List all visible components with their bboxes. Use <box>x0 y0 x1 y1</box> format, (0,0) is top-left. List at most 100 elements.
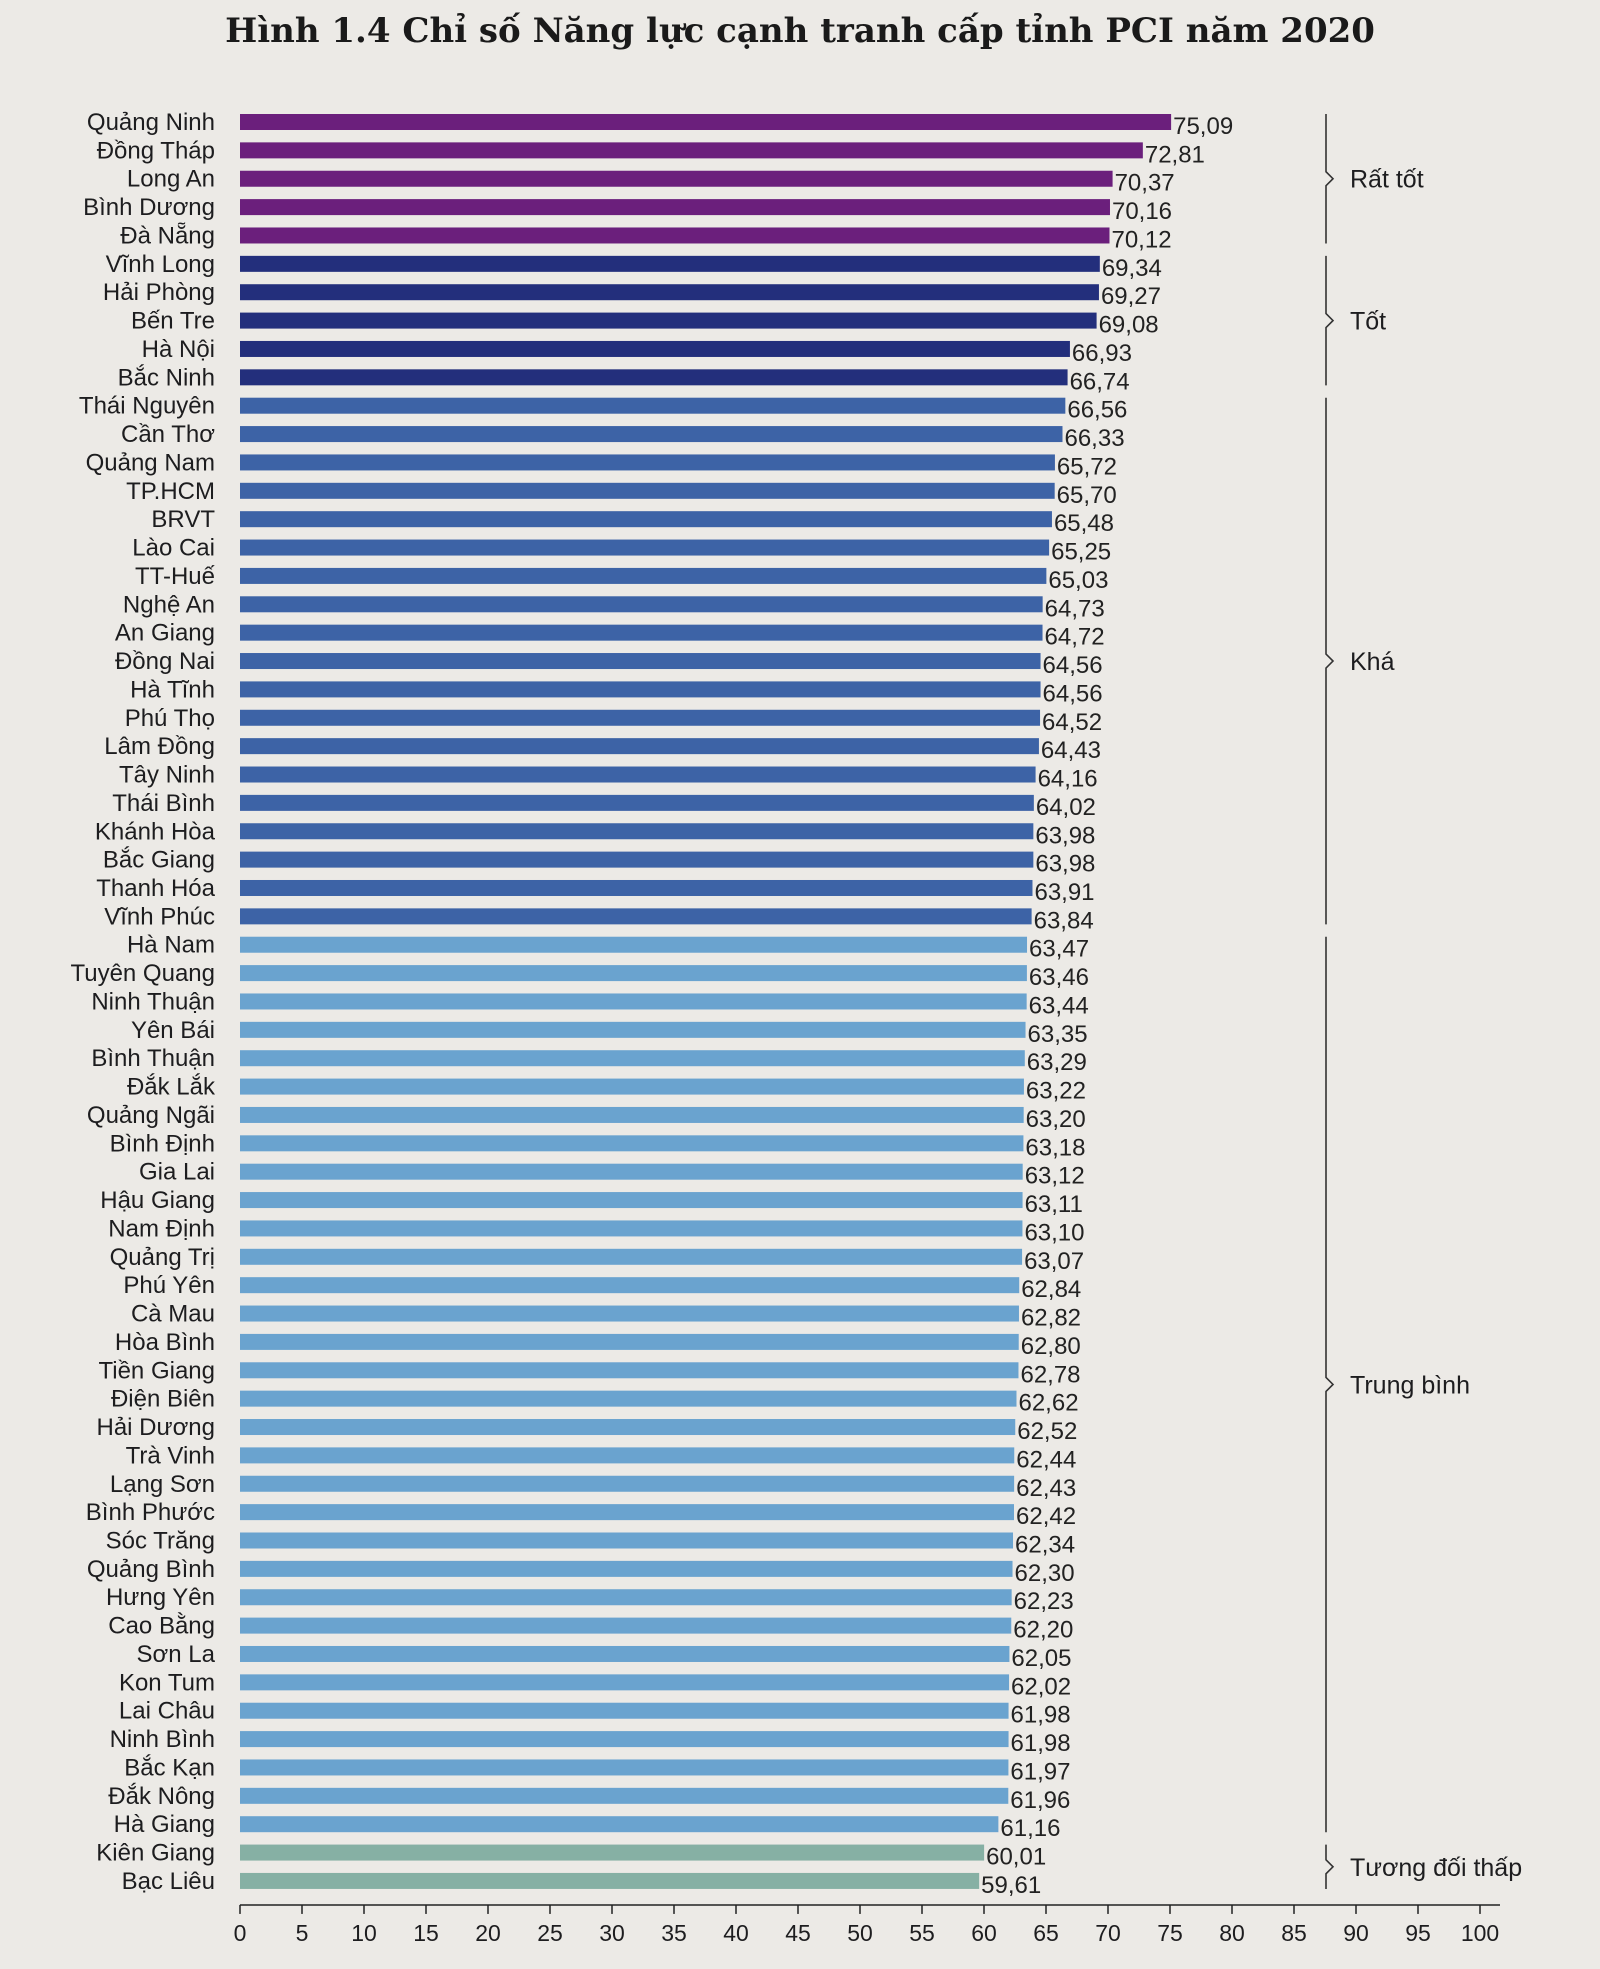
category-label: Vĩnh Long <box>106 251 215 278</box>
bar <box>240 1135 1024 1152</box>
bar <box>240 851 1034 868</box>
category-label: Đà Nẵng <box>120 221 215 249</box>
category-label: Đồng Tháp <box>97 137 215 164</box>
bar <box>240 1787 1009 1804</box>
category-label: Hậu Giang <box>100 1187 215 1214</box>
value-label: 64,02 <box>1036 794 1096 821</box>
category-label: Gia Lai <box>139 1159 215 1186</box>
value-label: 64,16 <box>1038 766 1098 793</box>
bar <box>240 1248 1023 1265</box>
category-label: Thanh Hóa <box>96 875 215 902</box>
value-label: 65,25 <box>1051 539 1111 566</box>
value-label: 63,46 <box>1029 964 1089 991</box>
x-tick-label: 100 <box>1461 1920 1499 1946</box>
category-label: Quảng Ngãi <box>87 1102 215 1129</box>
value-label: 62,52 <box>1017 1418 1077 1445</box>
value-label: 65,03 <box>1048 567 1108 594</box>
bar <box>240 624 1043 641</box>
value-label: 62,34 <box>1015 1532 1075 1559</box>
bar <box>240 1759 1009 1776</box>
category-label: BRVT <box>151 506 215 533</box>
bar <box>240 879 1033 896</box>
category-label: Khánh Hòa <box>95 818 216 845</box>
category-label: Nam Định <box>108 1215 215 1242</box>
value-label: 64,73 <box>1045 595 1105 622</box>
bar <box>240 1078 1024 1095</box>
category-label: Ninh Bình <box>110 1726 215 1753</box>
chart-title: Hình 1.4 Chỉ số Năng lực cạnh tranh cấp … <box>225 11 1375 51</box>
bar <box>240 681 1041 698</box>
category-label: Trà Vinh <box>126 1442 215 1469</box>
x-tick-label: 25 <box>537 1920 563 1946</box>
value-label: 62,23 <box>1014 1588 1074 1615</box>
value-label: 62,62 <box>1018 1390 1078 1417</box>
value-label: 64,56 <box>1043 680 1103 707</box>
value-label: 62,44 <box>1016 1446 1076 1473</box>
value-label: 62,82 <box>1021 1305 1081 1332</box>
category-label: Cà Mau <box>131 1301 215 1328</box>
value-label: 61,96 <box>1010 1787 1070 1814</box>
x-tick-label: 60 <box>971 1920 997 1946</box>
bar <box>240 170 1113 187</box>
category-label: Đắk Lắk <box>127 1074 216 1101</box>
category-label: An Giang <box>115 620 215 647</box>
bar <box>240 1589 1012 1606</box>
value-label: 61,98 <box>1011 1702 1071 1729</box>
group-bracket <box>1325 114 1335 244</box>
value-label: 64,72 <box>1045 624 1105 651</box>
x-tick-label: 50 <box>847 1920 873 1946</box>
category-label: Lâm Đồng <box>104 733 215 760</box>
category-label: Bình Thuận <box>91 1045 215 1072</box>
value-label: 65,72 <box>1057 453 1117 480</box>
group-bracket <box>1325 1844 1335 1889</box>
category-label: Hưng Yên <box>106 1584 215 1611</box>
bar <box>240 114 1172 130</box>
value-label: 66,74 <box>1070 368 1130 395</box>
value-label: 62,20 <box>1013 1617 1073 1644</box>
bar <box>240 653 1041 670</box>
group-label: Tốt <box>1350 308 1386 336</box>
bar <box>240 1731 1009 1748</box>
category-label: Bạc Liêu <box>122 1868 215 1895</box>
value-label: 63,12 <box>1025 1163 1085 1190</box>
category-label: Hòa Bình <box>115 1329 215 1356</box>
value-label: 63,98 <box>1035 851 1095 878</box>
bar <box>240 312 1097 329</box>
x-tick-label: 0 <box>234 1920 247 1946</box>
value-label: 62,30 <box>1015 1560 1075 1587</box>
x-tick-label: 95 <box>1405 1920 1431 1946</box>
x-tick-label: 80 <box>1219 1920 1245 1946</box>
value-label: 69,08 <box>1099 312 1159 339</box>
x-tick-label: 15 <box>413 1920 439 1946</box>
category-label: Lào Cai <box>132 535 215 562</box>
x-tick-label: 10 <box>351 1920 377 1946</box>
category-label: Quảng Bình <box>87 1556 215 1583</box>
group-label: Tương đối thấp <box>1350 1854 1522 1882</box>
bar <box>240 1674 1010 1691</box>
category-label: Quảng Trị <box>110 1244 215 1271</box>
bar <box>240 199 1110 216</box>
value-label: 60,01 <box>986 1844 1046 1871</box>
bar <box>240 908 1032 925</box>
bar <box>240 1872 980 1889</box>
group-bracket <box>1325 255 1335 386</box>
category-label: Bắc Ninh <box>118 364 215 391</box>
category-label: Quảng Nam <box>86 449 215 476</box>
category-label: Bắc Giang <box>103 847 215 874</box>
category-label: Quảng Ninh <box>87 109 215 136</box>
bar <box>240 1844 985 1861</box>
bar <box>240 936 1028 953</box>
value-label: 63,20 <box>1026 1106 1086 1133</box>
bar <box>240 1021 1026 1038</box>
category-label: Sóc Trăng <box>106 1528 215 1555</box>
category-label: Kiên Giang <box>96 1840 215 1867</box>
group-bracket <box>1325 936 1335 1833</box>
value-label: 59,61 <box>981 1872 1041 1899</box>
value-label: 65,48 <box>1054 510 1114 537</box>
category-label: Kon Tum <box>119 1669 215 1696</box>
category-label: Hải Dương <box>96 1414 215 1441</box>
group-label: Rất tốt <box>1350 166 1424 194</box>
category-label: Sơn La <box>137 1641 216 1668</box>
group-label: Trung bình <box>1350 1371 1470 1399</box>
